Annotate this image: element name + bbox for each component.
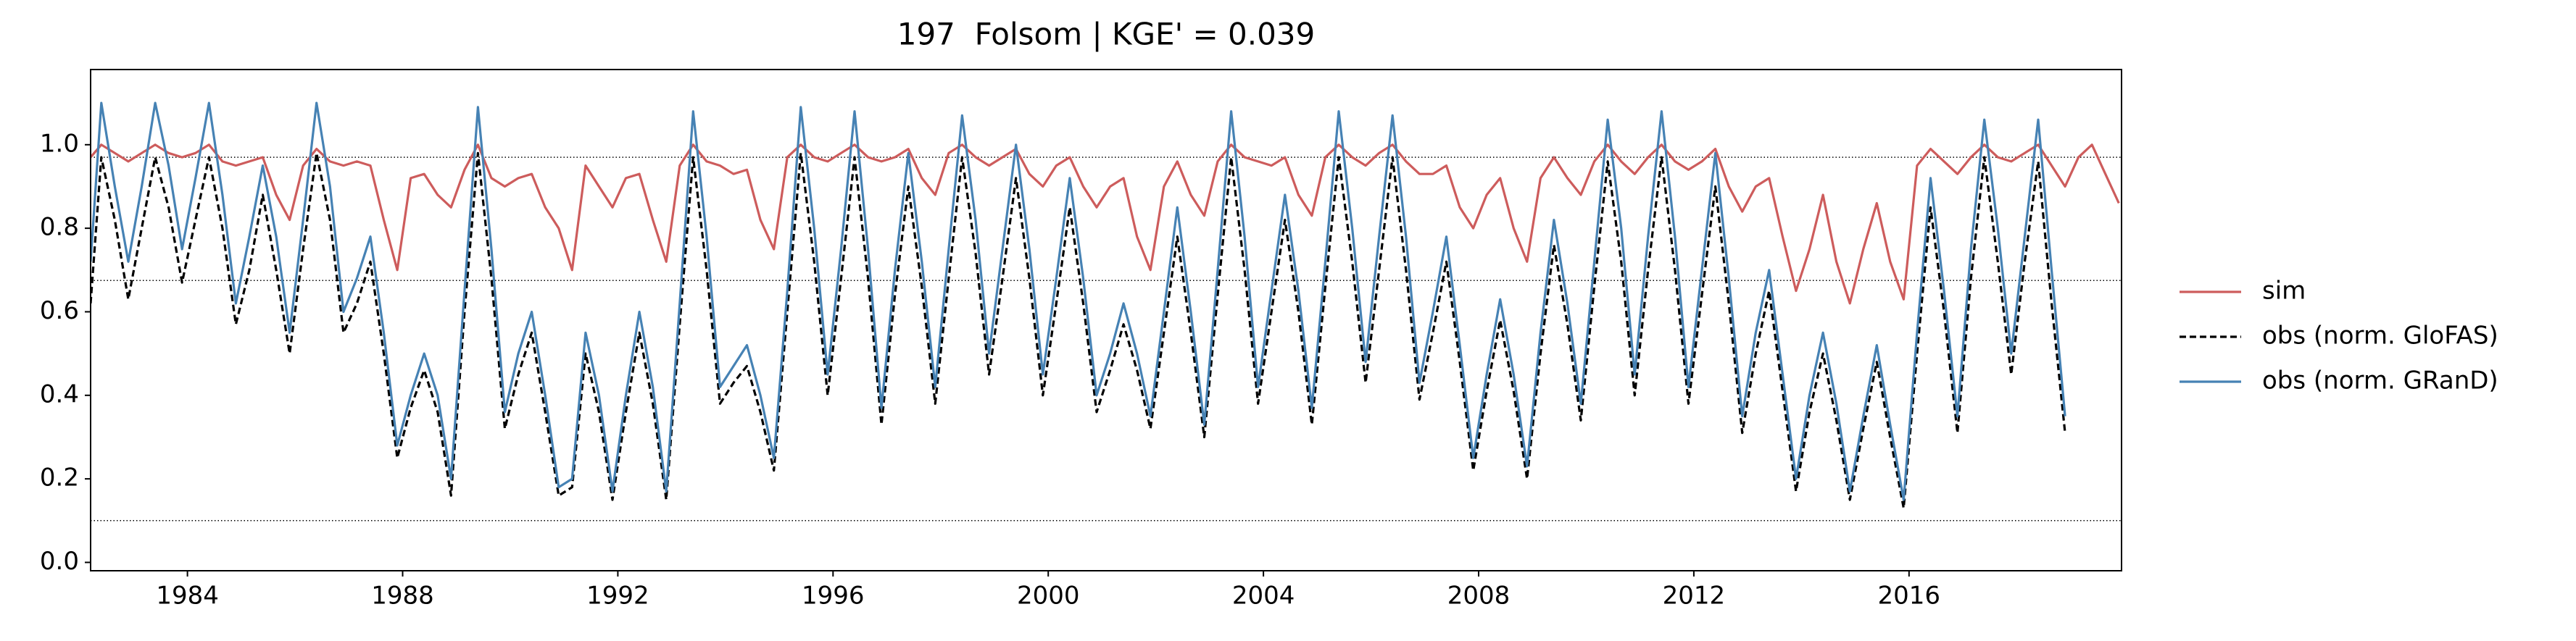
y-tick-label: 0.8 <box>40 213 79 242</box>
legend-label: sim <box>2262 277 2306 306</box>
legend-label: obs (norm. GRanD) <box>2262 366 2498 395</box>
x-tick-label: 2016 <box>1878 582 1941 611</box>
y-tick-label: 1.0 <box>40 129 79 158</box>
x-tick-label: 1988 <box>371 582 434 611</box>
x-tick-label: 2008 <box>1447 582 1511 611</box>
chart-title: 197 Folsom | KGE' = 0.039 <box>897 17 1316 52</box>
y-tick-label: 0.6 <box>40 296 79 325</box>
y-tick-label: 0.2 <box>40 464 79 493</box>
x-tick-label: 2000 <box>1017 582 1080 611</box>
x-tick-label: 2004 <box>1232 582 1295 611</box>
series-line <box>91 143 2120 305</box>
x-tick-label: 1992 <box>586 582 649 611</box>
x-tick-label: 1996 <box>802 582 865 611</box>
legend-label: obs (norm. GloFAS) <box>2262 322 2498 351</box>
series-line <box>91 101 2066 501</box>
x-tick-label: 2012 <box>1663 582 1726 611</box>
series-line <box>91 151 2066 510</box>
y-tick-label: 0.0 <box>40 547 79 576</box>
x-tick-label: 1984 <box>156 582 219 611</box>
y-tick-label: 0.4 <box>40 380 79 409</box>
plot-frame <box>90 69 2122 571</box>
